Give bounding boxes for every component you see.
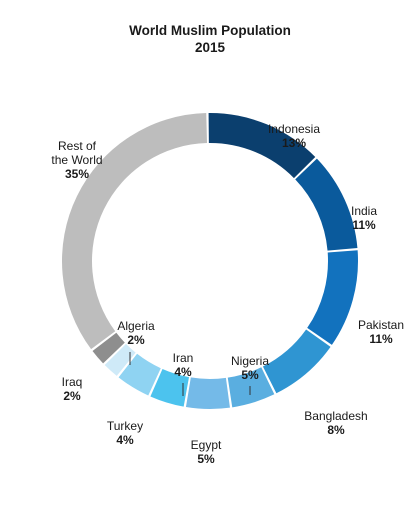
donut-slices [62,113,358,410]
slice-percent-label: 11% [352,218,376,232]
slice-name-label: Algeria [117,319,155,333]
slice-percent-label: 4% [116,433,134,447]
chart-title-line-2: 2015 [194,40,226,55]
slice-nigeria [227,367,275,408]
slice-name-label: the World [51,153,102,167]
slice-name-label: Turkey [107,419,143,433]
chart-title-line-1: World Muslim Population [129,23,291,38]
slice-egypt [185,377,230,410]
chart-title: World Muslim Population 2015 [0,22,420,56]
slice-india [295,158,358,251]
slice-turkey [118,353,161,396]
slice-name-label: Bangladesh [304,409,367,423]
slice-iran [150,369,190,407]
slice-percent-label: 4% [174,365,192,379]
slice-bangladesh [262,329,331,394]
slice-name-label: India [351,204,377,218]
slice-percent-label: 35% [65,167,89,181]
slice-percent-label: 2% [127,333,145,347]
label-leader-lines [129,352,251,396]
slice-percent-label: 2% [63,389,81,403]
slice-pakistan [307,250,358,345]
slice-rest-of-the-world [62,113,208,350]
slice-percent-label: 8% [327,423,345,437]
slice-percent-label: 5% [241,368,259,382]
slice-percent-label: 5% [197,452,215,466]
slice-name-label: Iraq [62,375,83,389]
slice-percent-label: 13% [282,136,306,150]
slice-iraq [92,332,125,364]
slice-name-label: Iran [173,351,194,365]
slice-name-label: Rest of [58,139,97,153]
slice-name-label: Pakistan [358,318,404,332]
slice-algeria [104,343,136,376]
slice-labels: Indonesia13%India11%Pakistan11%Banglades… [51,122,404,466]
slice-indonesia [208,113,316,179]
slice-name-label: Nigeria [231,354,269,368]
slice-name-label: Egypt [191,438,222,452]
slice-percent-label: 11% [369,332,393,346]
slice-name-label: Indonesia [268,122,320,136]
